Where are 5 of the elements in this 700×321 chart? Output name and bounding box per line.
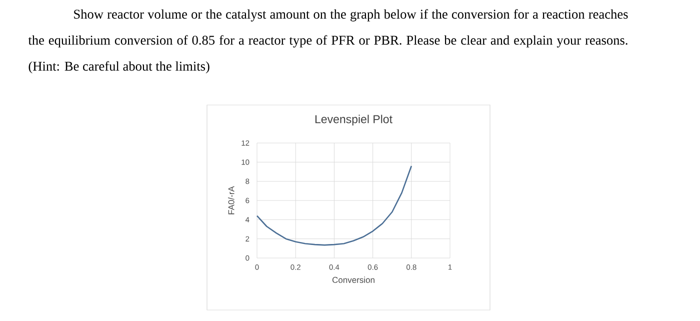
line-series (256, 165, 412, 246)
y-axis-title: FA0/-rA (228, 186, 234, 214)
text: Show reactor volume or the catalyst amount on the graph below if the conversion for a reaction reaches the equilibrium conversion of 0.85 for a reactor type of PFR or PBR. Please be clear and explain your reasons. (Hint: Be careful about the limits) (28, 9, 628, 74)
chart-title: Levenspiel Plot (315, 114, 392, 126)
x-axis-title: Conversion (332, 276, 374, 283)
